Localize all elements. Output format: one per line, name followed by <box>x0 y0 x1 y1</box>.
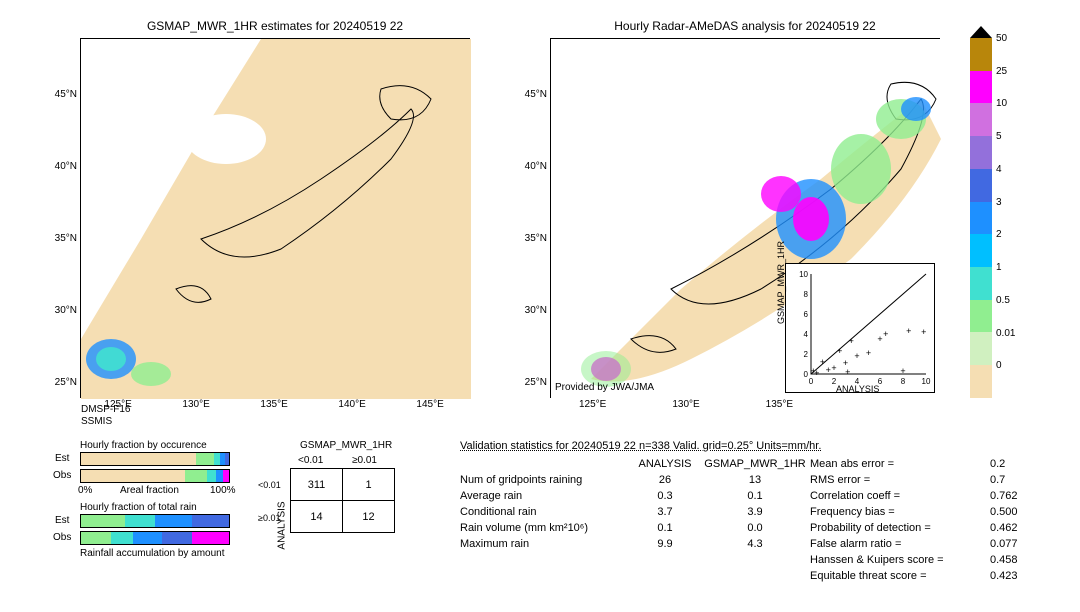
contingency-table: 3111 1412 <box>290 468 395 533</box>
occ-obs-bar <box>80 469 230 483</box>
cont-r1: ≥0.01 <box>258 513 280 523</box>
svg-text:4: 4 <box>804 330 809 339</box>
stat-b: 0.0 <box>700 522 810 534</box>
cont-r0: <0.01 <box>258 480 281 490</box>
svg-text:+: + <box>826 365 831 375</box>
est-label-1: Est <box>55 453 69 464</box>
validation-left: ANALYSIS GSMAP_MWR_1HR Num of gridpoints… <box>460 458 810 554</box>
stat-a: 26 <box>630 474 700 486</box>
score-label: Correlation coeff = <box>810 490 990 502</box>
right-map-title: Hourly Radar-AMeDAS analysis for 2024051… <box>551 19 939 33</box>
svg-text:+: + <box>921 327 926 337</box>
cell-10: 14 <box>291 501 343 533</box>
x1-1: 100% <box>210 485 236 496</box>
scatter-ylabel: GSMAP_MWR_1HR <box>776 241 786 324</box>
cell-11: 12 <box>343 501 395 533</box>
stat-label: Conditional rain <box>460 506 630 518</box>
occ-title: Hourly fraction by occurence <box>80 440 207 451</box>
scatter-inset: 00224466881010++++++++++++++++ ANALYSIS … <box>785 263 935 393</box>
score-val: 0.077 <box>990 538 1018 550</box>
provided-by: Provided by JWA/JMA <box>555 382 654 393</box>
svg-text:+: + <box>866 348 871 358</box>
svg-text:8: 8 <box>901 377 906 386</box>
scatter-xlabel: ANALYSIS <box>836 384 879 394</box>
svg-text:10: 10 <box>922 377 931 386</box>
stat-b: 4.3 <box>700 538 810 550</box>
svg-text:10: 10 <box>799 270 808 279</box>
left-map-title: GSMAP_MWR_1HR estimates for 20240519 22 <box>81 19 469 33</box>
score-val: 0.2 <box>990 458 1005 470</box>
cont-c0: <0.01 <box>298 455 323 466</box>
stat-b: 3.9 <box>700 506 810 518</box>
cont-header: GSMAP_MWR_1HR <box>300 440 392 451</box>
validation-scores: Mean abs error =0.2RMS error =0.7Correla… <box>810 458 1018 586</box>
svg-text:+: + <box>854 351 859 361</box>
x0-1: 0% <box>78 485 92 496</box>
score-label: RMS error = <box>810 474 990 486</box>
tot-title: Hourly fraction of total rain <box>80 502 197 513</box>
svg-text:+: + <box>877 334 882 344</box>
stat-label: Rain volume (mm km²10⁶) <box>460 522 630 534</box>
svg-text:6: 6 <box>804 310 809 319</box>
score-label: False alarm ratio = <box>810 538 990 550</box>
score-val: 0.462 <box>990 522 1018 534</box>
stat-b: 0.1 <box>700 490 810 502</box>
svg-text:2: 2 <box>804 350 809 359</box>
stat-label: Num of gridpoints raining <box>460 474 630 486</box>
svg-text:+: + <box>845 367 850 377</box>
col-gsmap: GSMAP_MWR_1HR <box>700 458 810 470</box>
svg-text:+: + <box>837 346 842 356</box>
stat-a: 3.7 <box>630 506 700 518</box>
score-val: 0.7 <box>990 474 1005 486</box>
cont-c1: ≥0.01 <box>352 455 377 466</box>
svg-text:0: 0 <box>804 370 809 379</box>
svg-text:8: 8 <box>804 290 809 299</box>
stat-a: 9.9 <box>630 538 700 550</box>
stat-a: 0.1 <box>630 522 700 534</box>
left-map-panel: GSMAP_MWR_1HR estimates for 20240519 22 … <box>80 38 470 398</box>
right-map-panel: Hourly Radar-AMeDAS analysis for 2024051… <box>550 38 940 398</box>
est-label-2: Est <box>55 515 69 526</box>
cont-side: ANALYSIS <box>277 501 288 549</box>
svg-text:+: + <box>820 357 825 367</box>
colorbar: 502510543210.50.010 <box>970 38 992 398</box>
score-label: Hanssen & Kuipers score = <box>810 554 990 566</box>
left-footnote2: SSMIS <box>81 416 112 427</box>
svg-text:+: + <box>883 329 888 339</box>
stat-label: Average rain <box>460 490 630 502</box>
acc-title: Rainfall accumulation by amount <box>80 548 225 559</box>
obs-label-1: Obs <box>53 470 71 481</box>
cell-00: 311 <box>291 469 343 501</box>
score-val: 0.423 <box>990 570 1018 582</box>
score-val: 0.500 <box>990 506 1018 518</box>
obs-label-2: Obs <box>53 532 71 543</box>
svg-text:+: + <box>814 368 819 378</box>
svg-text:+: + <box>900 366 905 376</box>
score-label: Equitable threat score = <box>810 570 990 582</box>
svg-text:0: 0 <box>809 377 814 386</box>
col-analysis: ANALYSIS <box>630 458 700 470</box>
score-label: Probability of detection = <box>810 522 990 534</box>
svg-text:+: + <box>849 336 854 346</box>
validation-title: Validation statistics for 20240519 22 n=… <box>460 440 821 452</box>
score-label: Frequency bias = <box>810 506 990 518</box>
cell-01: 1 <box>343 469 395 501</box>
tot-obs-bar <box>80 531 230 545</box>
stat-b: 13 <box>700 474 810 486</box>
svg-text:+: + <box>831 363 836 373</box>
svg-text:+: + <box>906 326 911 336</box>
tot-est-bar <box>80 514 230 528</box>
score-val: 0.458 <box>990 554 1018 566</box>
stat-a: 0.3 <box>630 490 700 502</box>
occ-est-bar <box>80 452 230 466</box>
stat-label: Maximum rain <box>460 538 630 550</box>
score-val: 0.762 <box>990 490 1018 502</box>
areal-1: Areal fraction <box>120 485 179 496</box>
score-label: Mean abs error = <box>810 458 990 470</box>
